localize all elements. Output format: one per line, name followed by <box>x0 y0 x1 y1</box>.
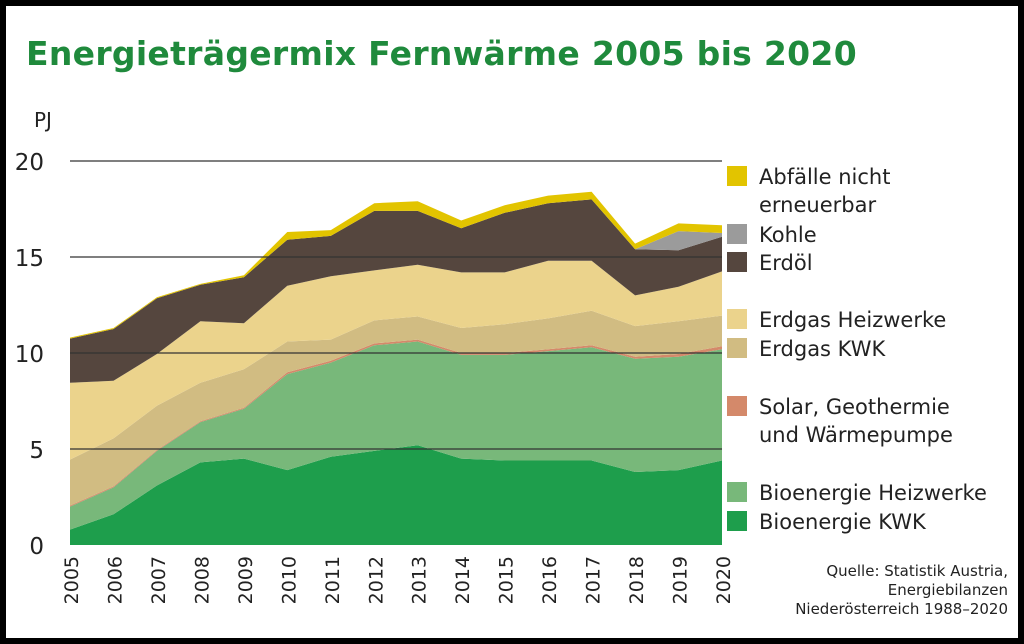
x-tick-label: 2015 <box>496 556 518 604</box>
legend-item-bio-kwk: Bioenergie KWK <box>727 508 1009 536</box>
legend-swatch <box>727 338 747 358</box>
legend-item-erdoel: Erdöl <box>727 249 1009 277</box>
area-layers <box>70 191 722 545</box>
legend: Abfälle nicht erneuerbar Kohle Erdöl Erd… <box>727 0 1017 560</box>
x-tick-label: 2020 <box>713 556 735 604</box>
source-note: Quelle: Statistik Austria, Energiebilanz… <box>795 562 1008 619</box>
area-erdgas-kwk <box>70 310 722 506</box>
y-tick-label: 5 <box>29 438 44 464</box>
area-bioenergie-kwk <box>70 445 722 545</box>
x-tick-label: 2005 <box>61 556 83 604</box>
legend-label: Erdöl <box>759 251 813 275</box>
legend-item-solar: Solar, Geothermie und Wärmepumpe <box>727 393 979 449</box>
x-tick-label: 2006 <box>104 556 126 604</box>
legend-item-abfaelle: Abfälle nicht erneuerbar <box>727 163 909 219</box>
x-tick-label: 2017 <box>583 556 605 604</box>
area-erdgas-heizwerke <box>70 260 722 460</box>
y-tick-label: 10 <box>15 342 44 368</box>
y-tick-label: 15 <box>15 246 44 272</box>
legend-label: Erdgas KWK <box>759 337 886 361</box>
y-tick-labels: 0 5 10 15 20 <box>15 150 44 560</box>
x-tick-label: 2013 <box>409 556 431 604</box>
x-tick-label: 2018 <box>626 556 648 604</box>
area-bioenergie-heizwerke <box>70 341 722 530</box>
x-tick-label: 2019 <box>670 556 692 604</box>
legend-swatch <box>727 482 747 502</box>
legend-swatch <box>727 166 747 186</box>
legend-label: Erdgas Heizwerke <box>759 308 947 332</box>
legend-item-bio-heizwerke: Bioenergie Heizwerke <box>727 479 1009 507</box>
x-tick-label: 2016 <box>539 556 561 604</box>
legend-label: Kohle <box>759 223 817 247</box>
y-tick-label: 0 <box>29 534 44 560</box>
x-tick-label: 2008 <box>191 556 213 604</box>
legend-label: Bioenergie Heizwerke <box>759 481 987 505</box>
source-line: Niederösterreich 1988–2020 <box>795 600 1008 618</box>
x-tick-label: 2012 <box>365 556 387 604</box>
x-tick-label: 2010 <box>278 556 300 604</box>
chart-title: Energieträgermix Fernwärme 2005 bis 2020 <box>26 34 857 73</box>
grid-lines <box>70 160 722 450</box>
x-tick-label: 2011 <box>322 556 344 604</box>
legend-label: Solar, Geothermie und Wärmepumpe <box>759 395 953 447</box>
legend-item-kohle: Kohle <box>727 221 1009 249</box>
legend-swatch <box>727 511 747 531</box>
y-axis-unit: PJ <box>34 108 52 132</box>
x-tick-label: 2007 <box>148 556 170 604</box>
legend-swatch <box>727 224 747 244</box>
x-tick-label: 2009 <box>235 556 257 604</box>
legend-item-erdgas-heizwerke: Erdgas Heizwerke <box>727 306 1009 334</box>
legend-item-erdgas-kwk: Erdgas KWK <box>727 335 1009 363</box>
legend-label: Abfälle nicht erneuerbar <box>759 165 891 217</box>
x-tick-labels: 2005 2006 2007 2008 2009 2010 2011 2012 2013 2014… <box>61 556 735 604</box>
area-solar-geothermie-und-wärmepumpe <box>70 339 722 507</box>
legend-swatch <box>727 252 747 272</box>
source-line: Quelle: Statistik Austria, <box>826 562 1008 580</box>
source-line: Energiebilanzen <box>887 581 1008 599</box>
y-tick-label: 20 <box>15 150 44 176</box>
legend-swatch <box>727 309 747 329</box>
legend-label: Bioenergie KWK <box>759 510 926 534</box>
area-erdöl <box>70 199 722 383</box>
legend-swatch <box>727 396 747 416</box>
x-tick-label: 2014 <box>452 556 474 604</box>
